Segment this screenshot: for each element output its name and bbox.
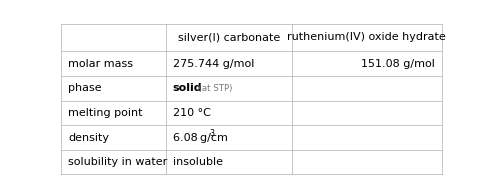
Text: 6.08 g/cm: 6.08 g/cm: [173, 132, 228, 142]
Text: solubility in water: solubility in water: [68, 157, 167, 167]
Text: insoluble: insoluble: [173, 157, 223, 167]
Text: ruthenium(IV) oxide hydrate: ruthenium(IV) oxide hydrate: [287, 33, 446, 43]
Text: 151.08 g/mol: 151.08 g/mol: [361, 59, 435, 69]
Text: melting point: melting point: [68, 108, 143, 118]
Text: 3: 3: [209, 129, 215, 138]
Text: 275.744 g/mol: 275.744 g/mol: [173, 59, 254, 69]
Text: solid: solid: [173, 83, 202, 93]
Text: molar mass: molar mass: [68, 59, 133, 69]
Text: phase: phase: [68, 83, 102, 93]
Text: (at STP): (at STP): [192, 84, 232, 93]
Text: density: density: [68, 132, 109, 142]
Text: silver(I) carbonate: silver(I) carbonate: [178, 33, 280, 43]
Text: 210 °C: 210 °C: [173, 108, 211, 118]
